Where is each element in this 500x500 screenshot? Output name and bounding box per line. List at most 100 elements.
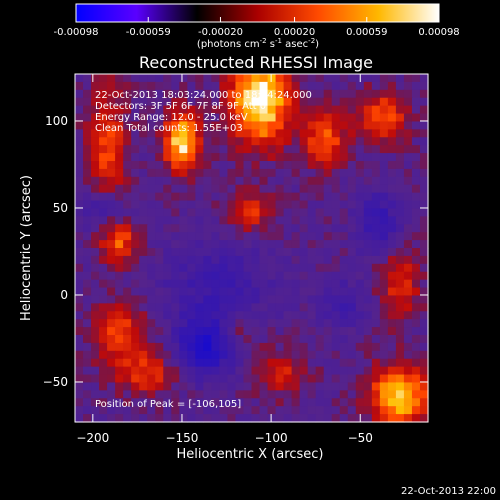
heatmap-cell bbox=[291, 263, 301, 273]
heatmap-cell bbox=[171, 248, 180, 257]
heatmap-cell bbox=[299, 303, 309, 312]
heatmap-cell bbox=[91, 350, 100, 360]
heatmap-cell bbox=[283, 89, 293, 99]
heatmap-cell bbox=[235, 390, 245, 399]
heatmap-cell bbox=[387, 358, 397, 368]
heatmap-cell bbox=[251, 74, 261, 83]
heatmap-cell bbox=[403, 295, 413, 304]
heatmap-cell bbox=[219, 263, 229, 273]
heatmap-cell bbox=[155, 358, 164, 368]
heatmap-cell bbox=[123, 137, 132, 146]
heatmap-cell bbox=[131, 263, 140, 273]
heatmap-cell bbox=[411, 81, 421, 91]
heatmap-cell bbox=[227, 358, 237, 368]
heatmap-cell bbox=[323, 240, 333, 249]
heatmap-cell bbox=[259, 311, 269, 320]
heatmap-cell bbox=[163, 303, 172, 312]
heatmap-cell bbox=[115, 208, 124, 217]
heatmap-cell bbox=[347, 200, 357, 210]
heatmap-cell bbox=[283, 153, 293, 162]
heatmap-cell bbox=[419, 105, 429, 115]
heatmap-cell bbox=[387, 137, 397, 146]
heatmap-cell bbox=[227, 327, 237, 336]
heatmap-cell bbox=[291, 137, 301, 146]
heatmap-cell bbox=[387, 335, 397, 344]
heatmap-cell bbox=[419, 319, 429, 328]
heatmap-cell bbox=[227, 366, 237, 376]
heatmap-cell bbox=[179, 263, 188, 273]
heatmap-cell bbox=[387, 327, 397, 336]
heatmap-cell bbox=[171, 184, 180, 194]
heatmap-cell bbox=[411, 279, 421, 289]
heatmap-cell bbox=[163, 176, 172, 186]
heatmap-cell bbox=[347, 255, 357, 265]
heatmap-cell bbox=[283, 129, 293, 138]
heatmap-cell bbox=[195, 248, 204, 257]
heatmap-cell bbox=[99, 89, 108, 99]
heatmap-cell bbox=[139, 342, 148, 352]
heatmap-cell bbox=[235, 192, 245, 202]
heatmap-cell bbox=[163, 263, 172, 273]
x-tick-label: −200 bbox=[76, 431, 109, 445]
footer-date: 22-Oct-2013 22:00 bbox=[401, 486, 496, 497]
heatmap-cell bbox=[291, 105, 301, 115]
heatmap-cell bbox=[115, 81, 124, 91]
heatmap-cell bbox=[139, 129, 148, 138]
heatmap-cell bbox=[275, 81, 285, 91]
heatmap-cell bbox=[211, 406, 221, 415]
heatmap-cell bbox=[219, 89, 229, 99]
heatmap-cell bbox=[75, 263, 84, 273]
heatmap-cell bbox=[355, 342, 365, 352]
heatmap-cell bbox=[235, 366, 245, 376]
heatmap-cell bbox=[283, 248, 293, 257]
heatmap-cell bbox=[155, 168, 164, 178]
heatmap-cell bbox=[379, 240, 389, 249]
heatmap-cell bbox=[323, 311, 333, 320]
heatmap-cell bbox=[259, 390, 269, 399]
heatmap-cell bbox=[171, 145, 180, 154]
heatmap-cell bbox=[411, 248, 421, 257]
heatmap-cell bbox=[179, 105, 188, 115]
heatmap-cell bbox=[411, 137, 421, 146]
heatmap-cell bbox=[123, 240, 132, 249]
heatmap-cell bbox=[203, 240, 212, 249]
heatmap-cell bbox=[355, 398, 365, 407]
heatmap-cell bbox=[275, 161, 285, 170]
heatmap-cell bbox=[315, 311, 325, 320]
heatmap-cell bbox=[243, 121, 253, 130]
heatmap-cell bbox=[347, 350, 357, 360]
heatmap-cell bbox=[355, 406, 365, 415]
heatmap-cell bbox=[363, 255, 373, 265]
heatmap-cell bbox=[291, 398, 301, 407]
heatmap-cell bbox=[107, 176, 116, 186]
heatmap-cell bbox=[275, 224, 285, 233]
heatmap-cell bbox=[323, 161, 333, 170]
heatmap-cell bbox=[259, 216, 269, 225]
heatmap-cell bbox=[323, 271, 333, 281]
heatmap-cell bbox=[227, 161, 237, 170]
heatmap-cell bbox=[227, 287, 237, 297]
heatmap-cell bbox=[107, 319, 116, 328]
heatmap-cell bbox=[395, 137, 405, 146]
heatmap-cell bbox=[419, 97, 429, 107]
heatmap-cell bbox=[379, 208, 389, 217]
heatmap-cell bbox=[315, 113, 325, 123]
heatmap-cell bbox=[259, 153, 269, 162]
heatmap-cell bbox=[283, 303, 293, 312]
heatmap-cell bbox=[195, 342, 204, 352]
heatmap-cell bbox=[339, 184, 349, 194]
heatmap-cell bbox=[91, 263, 100, 273]
heatmap-cell bbox=[203, 105, 212, 115]
heatmap-cell bbox=[331, 153, 341, 162]
heatmap-cell bbox=[411, 224, 421, 233]
heatmap-cell bbox=[83, 295, 92, 304]
heatmap-cell bbox=[299, 335, 309, 344]
heatmap-cell bbox=[179, 335, 188, 344]
heatmap-cell bbox=[275, 303, 285, 312]
heatmap-cell bbox=[395, 335, 405, 344]
heatmap-cell bbox=[99, 81, 108, 91]
heatmap-cell bbox=[291, 414, 301, 423]
heatmap-cell bbox=[235, 81, 245, 91]
heatmap-cell bbox=[339, 200, 349, 210]
heatmap-cell bbox=[235, 113, 245, 123]
